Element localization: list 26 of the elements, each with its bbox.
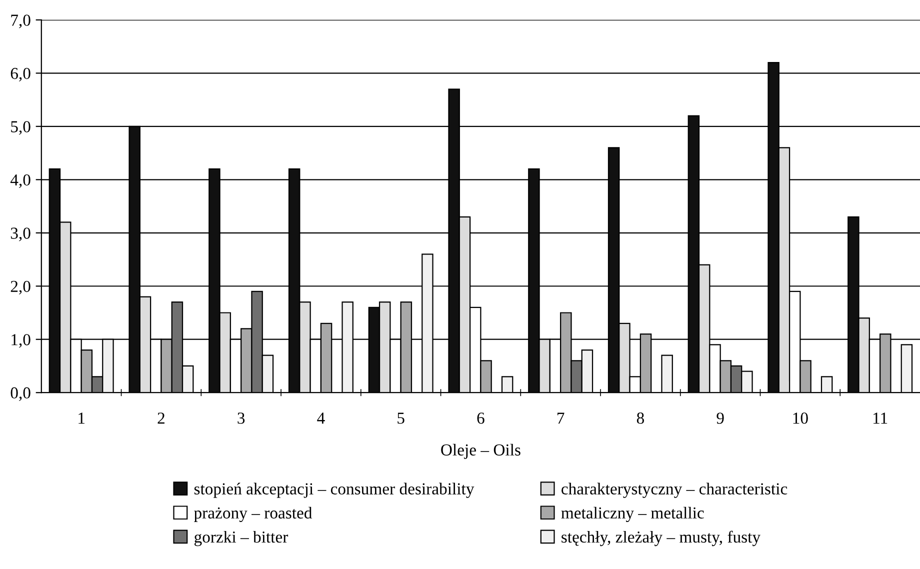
x-tick-label: 1 [78,412,85,424]
x-tick-label: 10 [793,412,808,424]
legend-label: gorzki – bitter [194,530,288,546]
x-tick-label: 9 [716,412,724,424]
legend-label: metaliczny – metallic [561,506,704,522]
legend-label: stopień akceptacji – consumer desirability [194,482,474,498]
y-tick-label: 5,0 [11,121,30,135]
x-tick-label: 3 [238,412,245,424]
y-tick-label: 0,0 [10,387,30,401]
y-tick-label: 2,0 [10,280,30,294]
x-tick-label: 2 [158,412,164,424]
x-tick-label: 4 [317,412,325,424]
y-tick-label: 1,0 [12,334,30,348]
x-axis-title: Oleje – Oils [441,444,520,459]
legend-label: charakterystyczny – characteristic [562,482,788,498]
x-tick-label: 11 [874,412,888,424]
x-tick-label: 6 [477,412,484,424]
legend-label: prażony – roasted [194,506,312,522]
y-tick-label: 6,0 [10,68,30,82]
y-tick-label: 4,0 [10,174,30,188]
y-tick-label: 7,0 [11,14,30,28]
x-tick-label: 8 [636,412,644,424]
x-tick-label: 5 [398,412,404,424]
y-tick-label: 3,0 [10,228,30,242]
legend-label: stęchły, zleżały – musty, fusty [562,530,760,546]
x-tick-label: 7 [558,412,564,424]
